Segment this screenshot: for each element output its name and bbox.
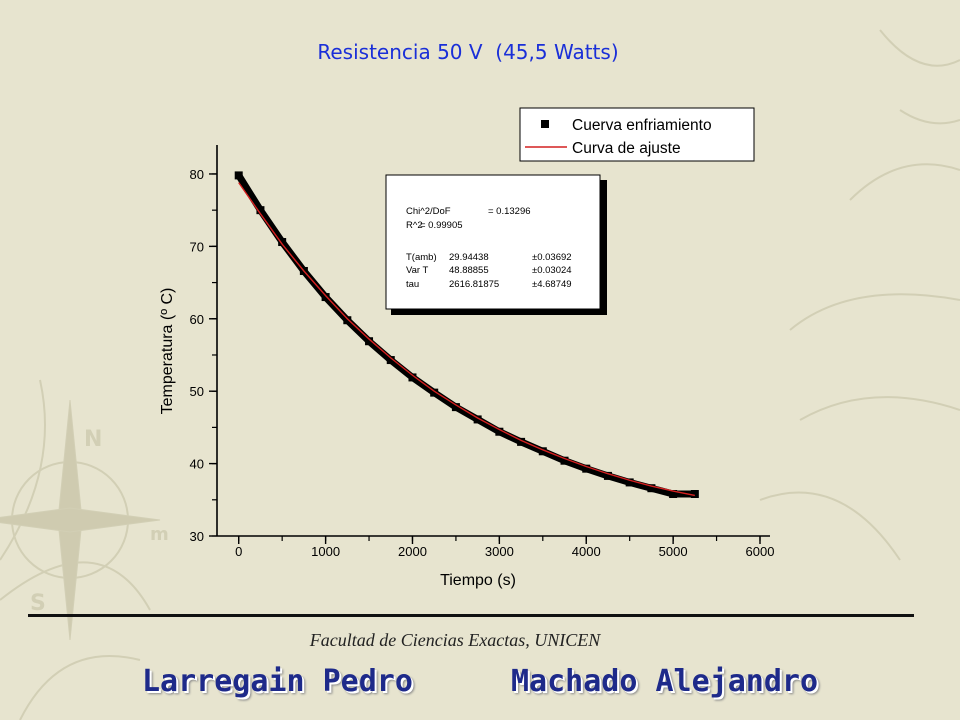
data-point — [582, 464, 591, 473]
data-point — [343, 316, 352, 325]
fit-param-error: ±0.03024 — [532, 265, 572, 276]
fit-results-box: Chi^2/DoF = 0.13296 R^2= 0.99905 T(amb) 29.9… — [385, 174, 607, 315]
footer-rule — [28, 614, 914, 617]
y-axis-label: Temperatura (º C) — [159, 288, 176, 415]
data-point — [517, 437, 526, 446]
fit-param-value: = 0.99905 — [420, 220, 463, 231]
x-tick-label: 4000 — [572, 544, 601, 559]
fit-rows: Chi^2/DoF = 0.13296 R^2= 0.99905 T(amb) 29.9… — [406, 206, 572, 290]
x-tick-label: 1000 — [311, 544, 340, 559]
x-ticks: 0 1000 2000 3000 4000 5000 6000 — [235, 536, 774, 559]
data-point — [365, 337, 374, 346]
fit-param-label: Var T — [406, 265, 429, 276]
x-tick-label: 5000 — [659, 544, 688, 559]
data-point — [451, 403, 460, 412]
fit-param-error: ±0.03692 — [532, 252, 572, 263]
fit-param-value: 2616.81875 — [449, 279, 499, 290]
fit-param-label: R^2 — [406, 220, 423, 231]
cooling-curve-chart: 30 40 50 60 70 80 0 1000 2000 3000 4000 5000 6000 T… — [159, 107, 774, 589]
x-axis-label: Tiempo (s) — [440, 572, 516, 589]
legend-marker-data — [541, 120, 549, 128]
fit-param-label: T(amb) — [406, 252, 437, 263]
data-point — [473, 415, 482, 424]
data-point — [495, 427, 504, 436]
data-point — [256, 206, 265, 215]
data-point — [386, 356, 395, 365]
y-tick-label: 40 — [190, 457, 204, 472]
data-point — [278, 238, 287, 247]
data-point — [603, 471, 612, 480]
data-point — [234, 171, 243, 180]
y-tick-label: 80 — [190, 167, 204, 182]
data-point — [321, 293, 330, 302]
data-point — [560, 456, 569, 465]
data-point — [690, 490, 699, 499]
series-layer — [234, 171, 699, 499]
affiliation: Facultad de Ciencias Exactas, UNICEN — [309, 630, 601, 650]
data-point — [538, 447, 547, 456]
legend-label-data: Cuerva enfriamiento — [572, 117, 712, 134]
fit-param-value: = 0.13296 — [488, 206, 531, 217]
y-ticks: 30 40 50 60 70 80 — [190, 167, 217, 544]
x-tick-label: 3000 — [485, 544, 514, 559]
slide-title: Resistencia 50 V (45,5 Watts) — [317, 40, 619, 64]
data-point — [647, 484, 656, 493]
data-point — [625, 478, 634, 487]
y-tick-label: 50 — [190, 384, 204, 399]
author-larregain: Larregain Pedro — [142, 664, 413, 699]
x-tick-label: 6000 — [746, 544, 775, 559]
svg-text:N: N — [84, 427, 102, 452]
fit-param-value: 48.88855 — [449, 265, 489, 276]
y-tick-label: 30 — [190, 529, 204, 544]
data-point — [669, 490, 678, 499]
legend: Cuerva enfriamiento Curva de ajuste — [519, 107, 755, 162]
fit-param-label: tau — [406, 279, 419, 290]
fit-series-line — [238, 182, 695, 497]
author-machado: Machado Alejandro — [511, 664, 819, 699]
data-point — [408, 373, 417, 382]
y-tick-label: 60 — [190, 312, 204, 327]
svg-text:m: m — [150, 524, 169, 545]
fit-param-value: 29.94438 — [449, 252, 489, 263]
legend-label-fit: Curva de ajuste — [572, 140, 681, 157]
x-tick-label: 2000 — [398, 544, 427, 559]
x-tick-label: 0 — [235, 544, 242, 559]
data-point — [430, 388, 439, 397]
fit-param-label: Chi^2/DoF — [406, 206, 451, 217]
y-tick-label: 70 — [190, 239, 204, 254]
fit-param-error: ±4.68749 — [532, 279, 572, 290]
svg-text:S: S — [30, 591, 46, 616]
